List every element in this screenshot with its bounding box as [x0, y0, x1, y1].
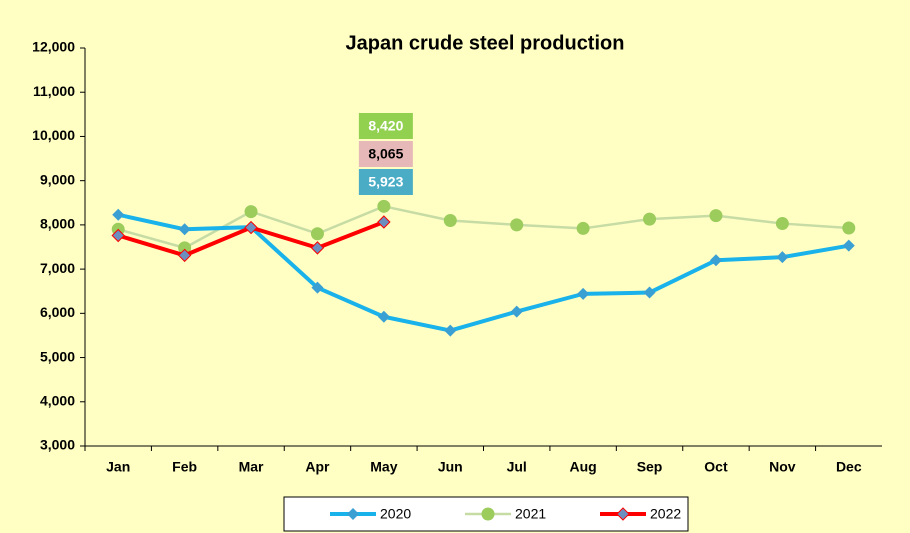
x-tick-label: Jul	[507, 459, 527, 475]
y-tick-label: 6,000	[40, 304, 75, 320]
marker	[577, 287, 590, 300]
y-tick-label: 7,000	[40, 260, 75, 276]
marker	[709, 254, 722, 267]
data-label: 8,420	[368, 118, 403, 134]
marker	[444, 324, 457, 337]
y-tick-label: 9,000	[40, 171, 75, 187]
marker	[643, 212, 657, 226]
data-label-box	[358, 169, 413, 195]
marker	[244, 205, 258, 219]
marker	[347, 508, 359, 520]
data-label-box	[358, 141, 413, 167]
data-label: 8,065	[368, 146, 403, 162]
marker	[310, 241, 325, 255]
marker	[311, 281, 324, 294]
marker	[481, 507, 495, 521]
marker	[310, 227, 324, 241]
marker	[178, 241, 192, 255]
y-tick-label: 4,000	[40, 392, 75, 408]
y-tick-label: 5,000	[40, 348, 75, 364]
marker	[616, 507, 630, 521]
x-tick-label: Feb	[172, 459, 197, 475]
x-tick-label: Mar	[239, 459, 264, 475]
marker	[775, 217, 789, 231]
marker	[510, 218, 524, 232]
x-tick-label: Dec	[836, 459, 862, 475]
y-tick-label: 3,000	[40, 437, 75, 453]
marker	[377, 199, 391, 213]
x-tick-label: May	[370, 459, 397, 475]
chart-title: Japan crude steel production	[346, 32, 625, 54]
x-tick-label: Sep	[637, 459, 663, 475]
marker	[776, 251, 789, 264]
y-tick-label: 11,000	[33, 83, 75, 99]
y-tick-label: 10,000	[32, 127, 75, 143]
marker	[111, 228, 125, 243]
marker	[643, 286, 656, 299]
marker	[112, 208, 125, 221]
marker	[377, 215, 391, 229]
x-tick-label: Jan	[106, 459, 130, 475]
marker	[510, 305, 523, 318]
x-tick-label: Nov	[769, 459, 796, 475]
legend-label: 2020	[380, 506, 411, 522]
marker	[842, 239, 855, 252]
x-tick-label: Jun	[438, 459, 463, 475]
data-label: 5,923	[368, 174, 403, 190]
x-tick-label: Aug	[570, 459, 597, 475]
marker	[178, 223, 191, 236]
marker	[244, 220, 258, 235]
marker	[576, 221, 590, 235]
marker	[842, 221, 856, 235]
legend-label: 2022	[650, 506, 681, 522]
legend-label: 2021	[515, 506, 546, 522]
x-tick-label: Oct	[704, 459, 728, 475]
marker	[177, 248, 192, 263]
marker	[377, 310, 390, 323]
x-tick-label: Apr	[305, 459, 330, 475]
y-tick-label: 8,000	[40, 216, 75, 232]
y-tick-label: 12,000	[32, 39, 75, 55]
series-line	[117, 212, 850, 333]
series-line	[117, 205, 849, 250]
marker	[709, 209, 723, 223]
data-label-box	[358, 113, 413, 139]
marker	[443, 213, 457, 227]
